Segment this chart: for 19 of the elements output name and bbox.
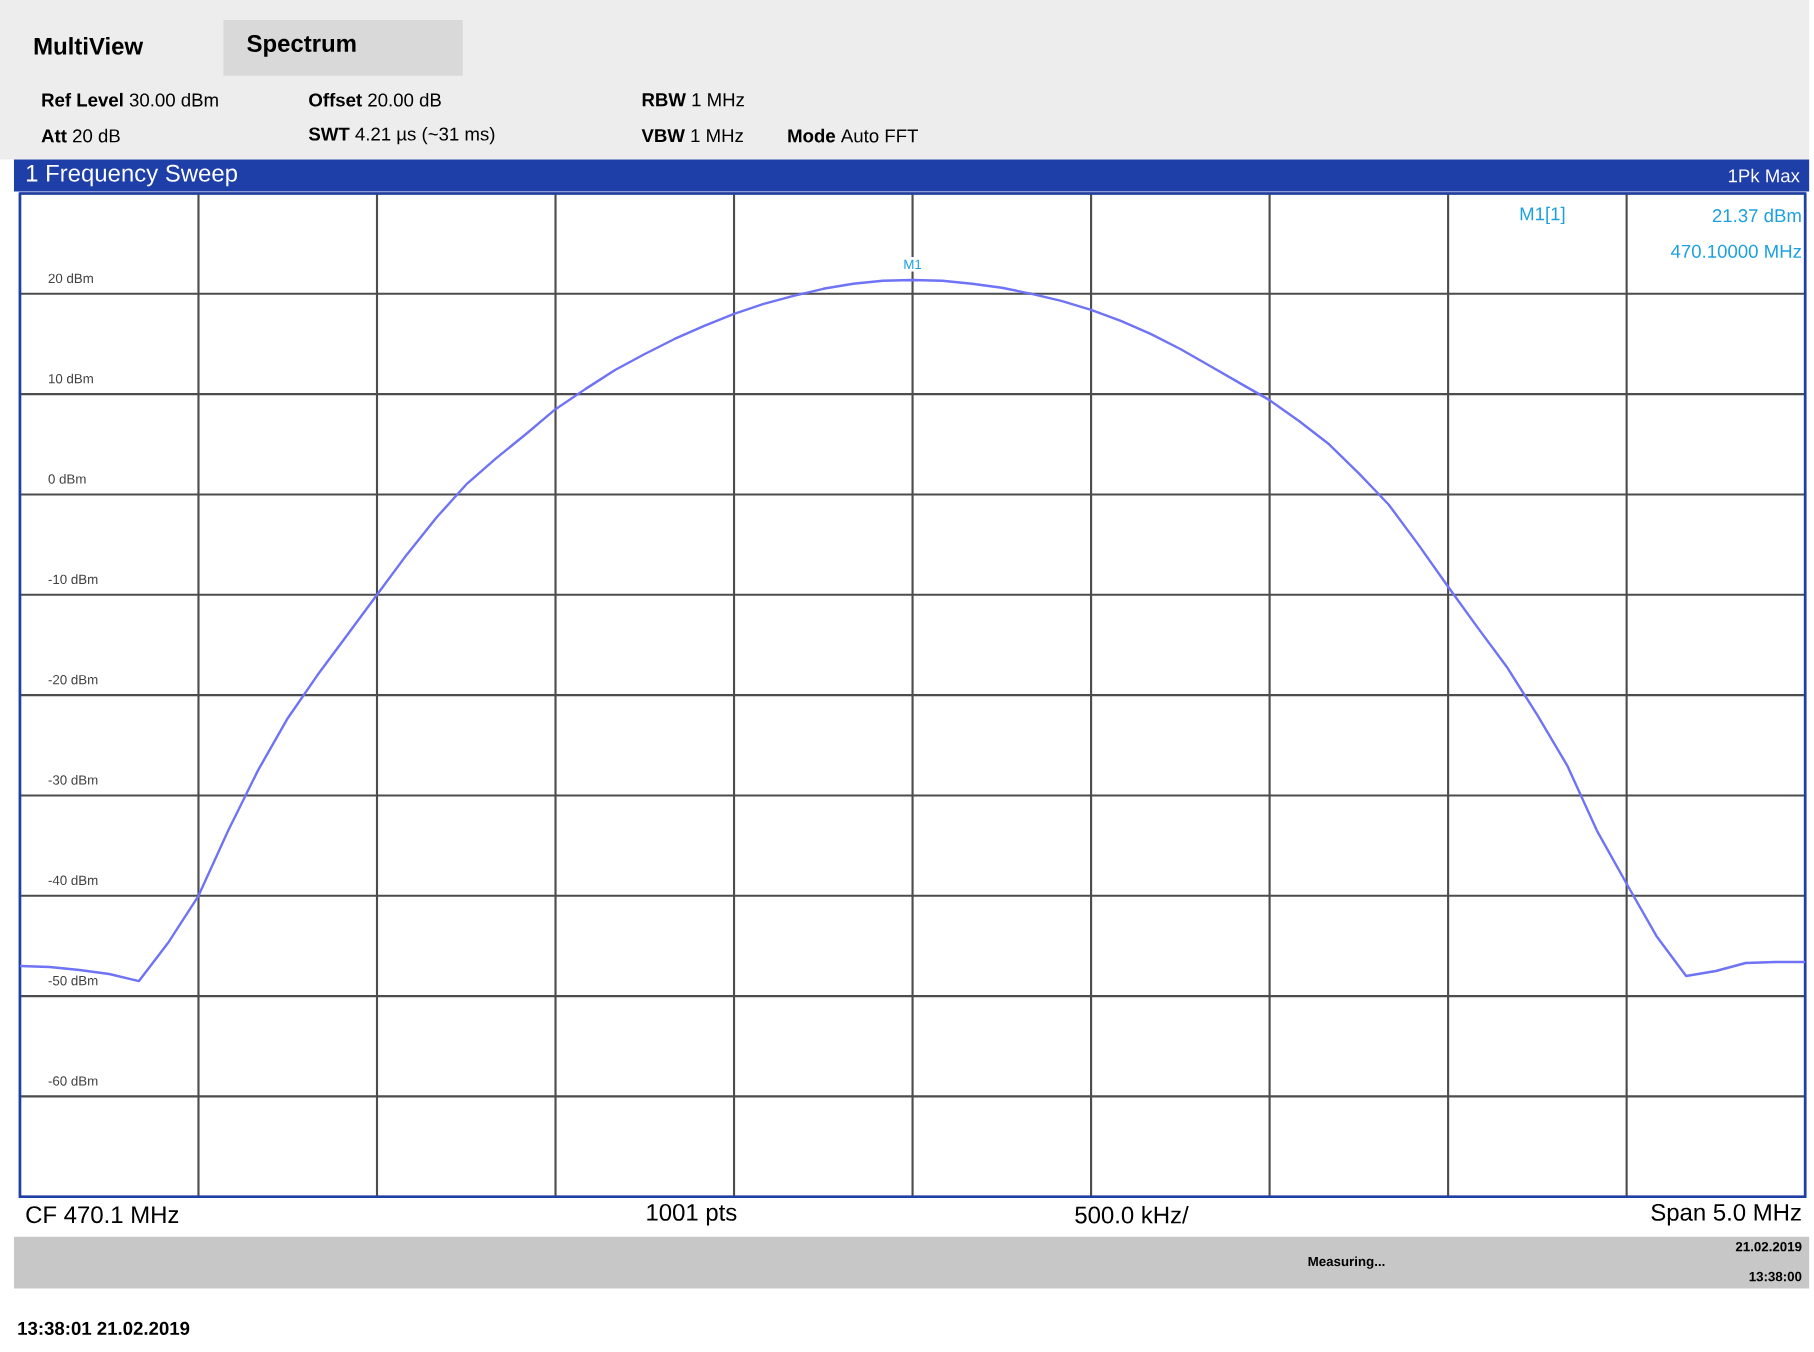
text: 500.0 kHz/ <box>1075 1205 1189 1224</box>
annotation: M1[1] <box>1520 206 1565 224</box>
text: 1001 pts <box>647 1203 737 1226</box>
text: Span 5.0 MHz <box>1651 1203 1801 1226</box>
text: SWT 4.21 µs (~31 ms) <box>308 126 495 145</box>
text: 13:38:01 21.02.2019 <box>18 1321 190 1335</box>
text: Spectrum <box>247 34 356 57</box>
text: Mode Auto FFT <box>788 128 918 143</box>
text: Offset 20.00 dB <box>309 92 441 107</box>
chart-title: 1 Frequency Sweep <box>26 164 237 187</box>
text: MultiView <box>34 36 144 55</box>
text: 1Pk Max <box>1728 168 1800 183</box>
annotation: 470.10000 MHz <box>1670 244 1801 258</box>
text: RBW 1 MHz <box>642 93 744 106</box>
annotation: 21.37 dBm <box>1712 208 1801 223</box>
text: Att 20 dB <box>41 128 120 143</box>
text: VBW 1 MHz <box>641 129 743 142</box>
text: CF 470.1 MHz <box>26 1206 179 1224</box>
text: Ref Level 30.00 dBm <box>42 92 218 107</box>
